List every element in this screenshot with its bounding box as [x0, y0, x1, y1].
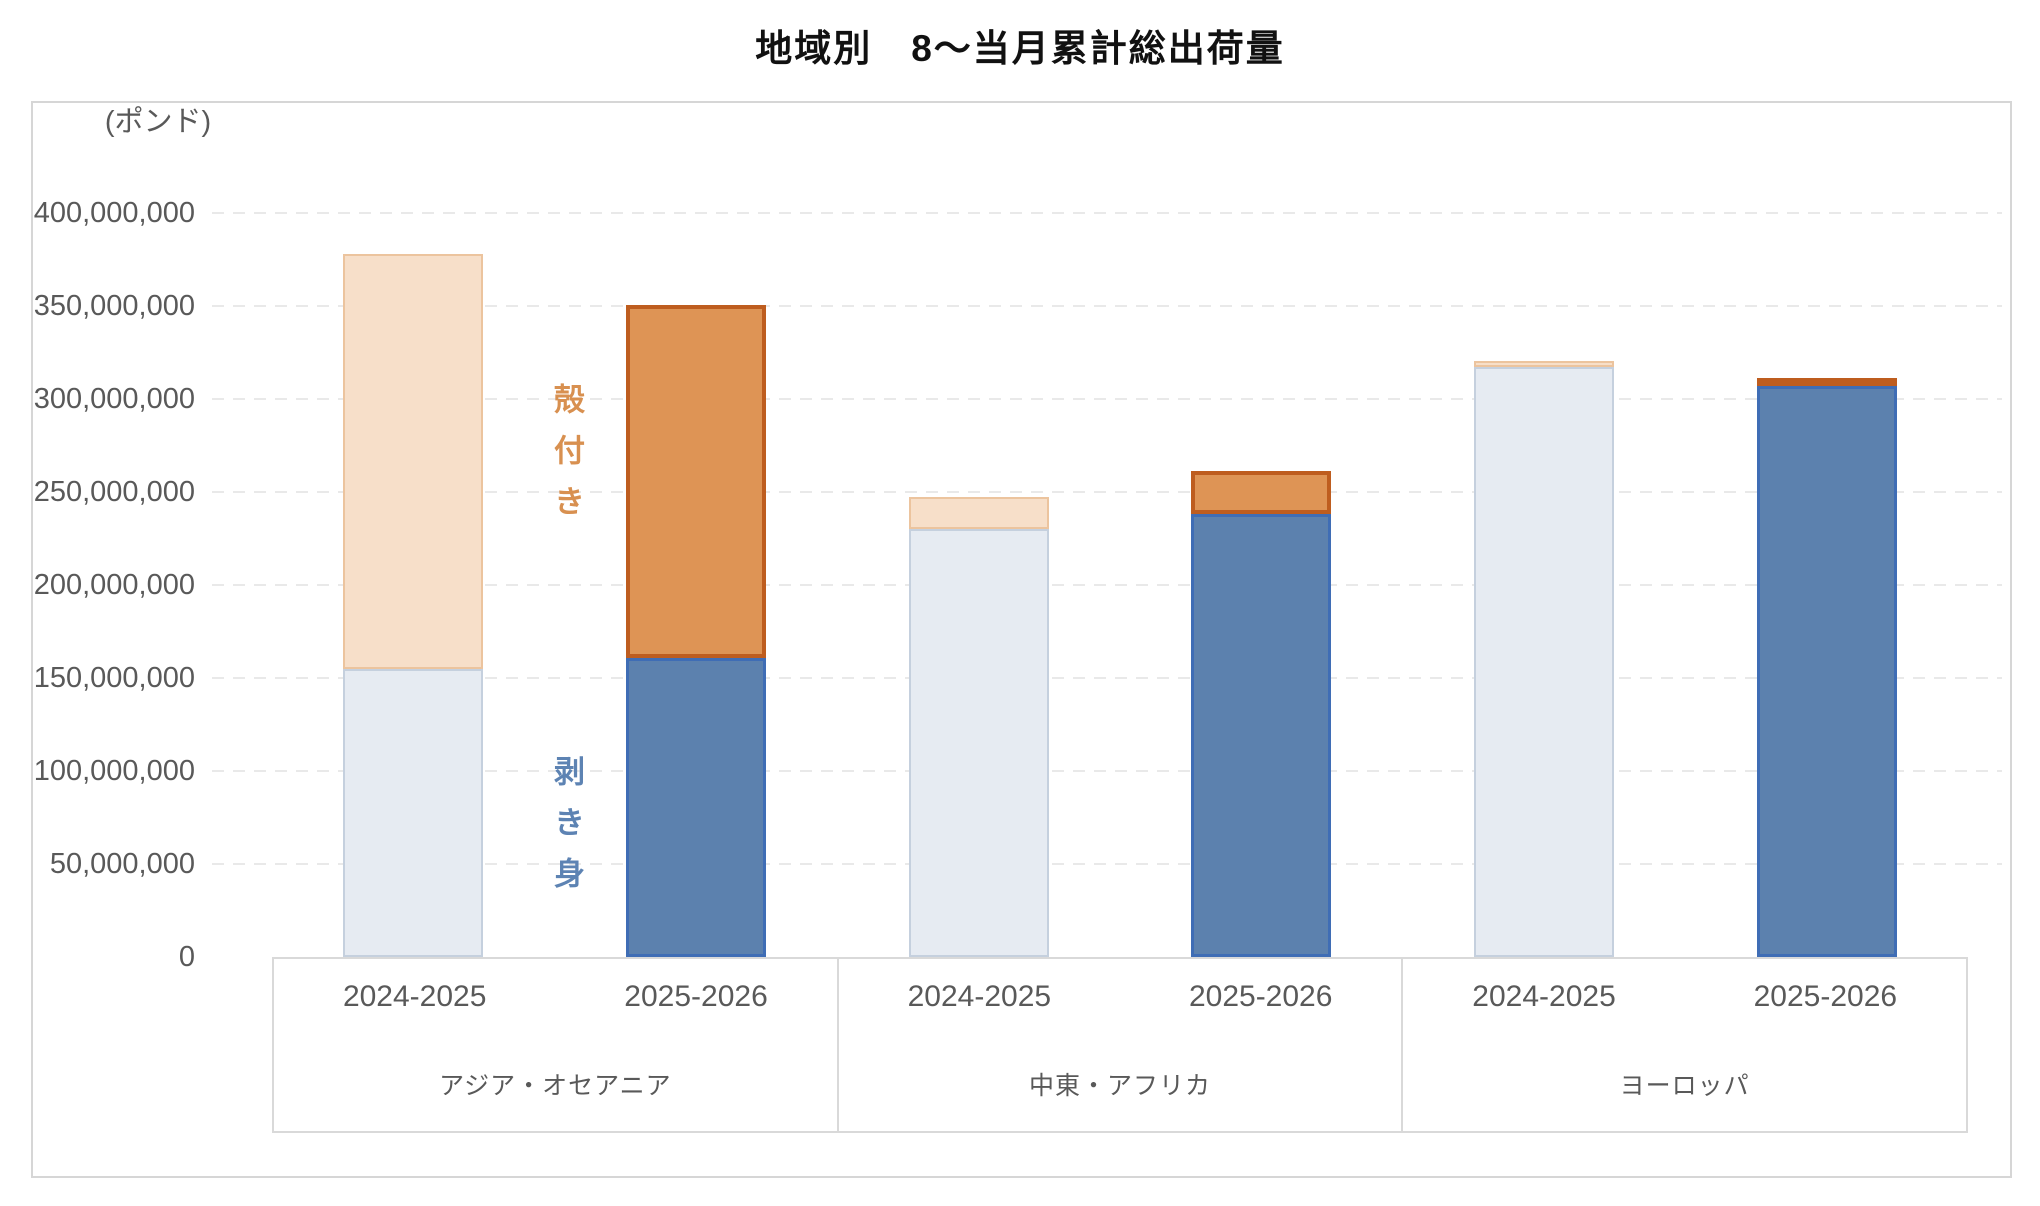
bar-segment-peeled: [1191, 514, 1332, 957]
x-axis-category-band: 2024-2025 2025-2026 アジア・オセアニア 2024-2025 …: [272, 957, 1968, 1133]
bar-slot: [1120, 213, 1403, 957]
region-label-europe: ヨーロッパ: [1619, 1072, 1750, 1100]
bar-segment-peeled: [908, 529, 1049, 957]
stacked-bar-asia-oceania-2025-2026: [626, 305, 766, 957]
gridline: [212, 212, 2002, 214]
bar-segment-peeled: [1756, 386, 1897, 957]
bar-slot: [1685, 213, 1968, 957]
plot-area: [272, 213, 1968, 957]
category-group-middle-east-africa: 2024-2025 2025-2026 中東・アフリカ: [839, 959, 1404, 1131]
bar-group-asia-oceania: [272, 213, 837, 957]
season-label-row: 2024-2025 2025-2026: [839, 980, 1402, 1014]
series-label-peeled: 剥き身: [549, 755, 584, 908]
category-group-europe: 2024-2025 2025-2026 ヨーロッパ: [1403, 959, 1966, 1131]
bar-segment-shell-on: [1473, 361, 1614, 367]
bar-segment-shell-on: [908, 497, 1049, 529]
bar-slot: [272, 213, 555, 957]
season-label: 2024-2025: [1472, 980, 1616, 1013]
y-axis-tick-label: 250,000,000: [33, 476, 195, 508]
gridline: [212, 491, 2002, 493]
bar-segment-peeled: [626, 658, 766, 957]
region-label-asia-oceania: アジア・オセアニア: [439, 1072, 672, 1100]
series-label-shell-on: 殻付き: [549, 383, 584, 536]
category-group-asia-oceania: 2024-2025 2025-2026 アジア・オセアニア: [274, 959, 839, 1131]
bar-slot: [837, 213, 1120, 957]
y-axis-tick-label: 400,000,000: [33, 197, 195, 229]
y-axis-tick-label: 100,000,000: [33, 755, 195, 787]
stacked-bar-middle-east-africa-2025-2026: [1191, 471, 1332, 957]
season-label: 2024-2025: [342, 980, 487, 1013]
season-label: 2025-2026: [1188, 980, 1333, 1013]
y-axis-tick-label: 350,000,000: [33, 290, 195, 322]
region-label-middle-east-africa: 中東・アフリカ: [1029, 1072, 1212, 1100]
stacked-bar-europe-2025-2026: [1756, 378, 1897, 957]
gridline: [212, 305, 2002, 307]
bar-segment-peeled: [343, 669, 484, 957]
bar-segment-shell-on: [626, 305, 766, 658]
y-axis-tick-label: 200,000,000: [33, 569, 195, 601]
bar-group-europe: [1403, 213, 1968, 957]
y-axis-unit-label: (ポンド): [104, 106, 212, 138]
chart-title: 地域別 8〜当月累計総出荷量: [755, 28, 1285, 69]
bar-segment-peeled: [1473, 367, 1614, 957]
gridline: [212, 677, 2002, 679]
bar-segment-shell-on: [1191, 471, 1332, 514]
season-label: 2025-2026: [1753, 980, 1898, 1013]
bar-segment-shell-on: [343, 254, 484, 669]
season-label-row: 2024-2025 2025-2026: [1403, 980, 1966, 1014]
season-label: 2025-2026: [624, 980, 768, 1013]
bar-slot: [1403, 213, 1686, 957]
stacked-bar-asia-oceania-2024-2025: [343, 254, 484, 957]
bar-group-middle-east-africa: [837, 213, 1402, 957]
y-axis-tick-label: 150,000,000: [33, 662, 195, 694]
bar-slot: [555, 213, 838, 957]
gridline: [212, 398, 2002, 400]
gridline: [212, 584, 2002, 586]
season-label: 2024-2025: [907, 980, 1052, 1013]
bar-segment-shell-on: [1756, 378, 1897, 386]
y-axis-tick-label: 0: [178, 941, 195, 973]
y-axis-tick-label: 50,000,000: [49, 848, 195, 880]
season-label-row: 2024-2025 2025-2026: [274, 980, 837, 1014]
stacked-bar-europe-2024-2025: [1473, 361, 1614, 957]
y-axis-tick-label: 300,000,000: [33, 383, 195, 415]
gridline: [212, 863, 2002, 865]
gridline: [212, 770, 2002, 772]
stacked-bar-middle-east-africa-2024-2025: [908, 497, 1049, 957]
